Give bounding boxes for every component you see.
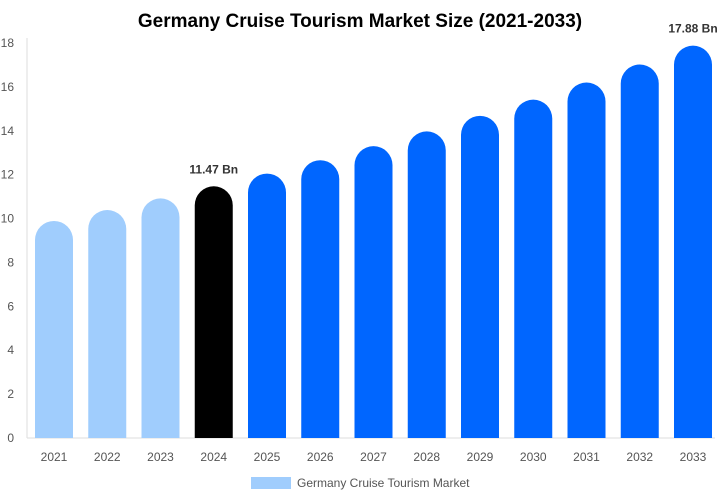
bar-2031[interactable]	[567, 82, 606, 439]
bar-2022[interactable]	[88, 209, 127, 438]
bar-2027[interactable]	[354, 146, 393, 438]
legend-swatch	[251, 477, 291, 489]
x-tick-label: 2021	[41, 450, 68, 464]
x-tick-label: 2029	[467, 450, 494, 464]
bar-2024[interactable]	[194, 186, 233, 438]
y-tick-label: 8	[7, 255, 14, 269]
bar-2032[interactable]	[620, 64, 659, 438]
y-tick-label: 10	[1, 212, 15, 226]
x-tick-label: 2031	[573, 450, 600, 464]
y-tick-label: 4	[7, 343, 14, 357]
y-tick-label: 18	[1, 36, 15, 50]
y-tick-label: 6	[7, 299, 14, 313]
x-tick-label: 2028	[413, 450, 440, 464]
y-tick-label: 0	[7, 431, 14, 445]
bar-2029[interactable]	[461, 115, 499, 438]
bar-2025[interactable]	[248, 173, 286, 438]
bar-2030[interactable]	[514, 99, 553, 438]
y-tick-label: 2	[7, 387, 14, 401]
bar-2026[interactable]	[301, 160, 340, 438]
legend[interactable]: Germany Cruise Tourism Market	[251, 476, 470, 490]
x-tick-label: 2024	[200, 450, 227, 464]
x-tick-label: 2022	[94, 450, 121, 464]
data-label: 11.47 Bn	[189, 162, 238, 176]
x-tick-label: 2026	[307, 450, 334, 464]
y-tick-label: 14	[1, 124, 15, 138]
y-tick-label: 16	[1, 80, 15, 94]
bar-2033[interactable]	[674, 45, 712, 438]
bar-2021[interactable]	[35, 220, 73, 438]
bar-2028[interactable]	[407, 131, 446, 439]
chart-title: Germany Cruise Tourism Market Size (2021…	[138, 11, 582, 32]
legend-label: Germany Cruise Tourism Market	[297, 476, 470, 490]
data-label: 17.88 Bn	[668, 22, 717, 36]
x-tick-label: 2033	[680, 450, 707, 464]
x-tick-label: 2027	[360, 450, 387, 464]
x-tick-label: 2023	[147, 450, 174, 464]
x-tick-label: 2030	[520, 450, 547, 464]
y-tick-label: 12	[1, 168, 15, 182]
bar-2023[interactable]	[141, 198, 180, 438]
x-tick-label: 2025	[254, 450, 281, 464]
x-tick-label: 2032	[626, 450, 653, 464]
